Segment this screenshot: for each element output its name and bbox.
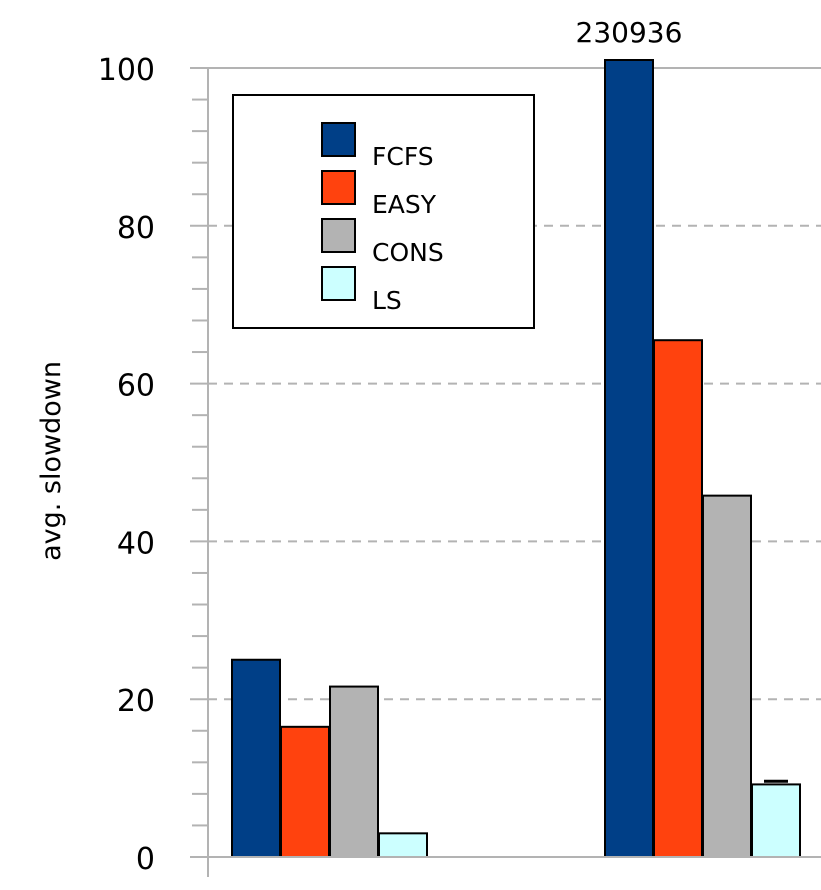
bar-fcfs	[231, 658, 281, 858]
legend-swatch-easy	[321, 170, 356, 205]
legend-label: EASY	[372, 190, 437, 219]
bar-ls	[378, 832, 428, 859]
y-tick-label: 40	[117, 526, 155, 561]
y-tick-label: 100	[98, 53, 155, 88]
bars	[231, 59, 801, 859]
legend-swatch-ls	[321, 266, 356, 301]
legend-box	[232, 94, 535, 329]
legend-swatch-fcfs	[321, 122, 356, 157]
bar-cons	[702, 494, 752, 858]
legend-label: FCFS	[372, 142, 434, 171]
bar-cons	[329, 685, 379, 858]
y-tick-label: 80	[117, 211, 155, 246]
data-labels: 230936	[576, 16, 683, 49]
y-axis-title: avg. slowdown	[36, 361, 67, 561]
legend-swatch-cons	[321, 218, 356, 253]
y-tick-label: 60	[117, 369, 155, 404]
bar-fcfs	[604, 59, 654, 858]
bar-value-label: 230936	[576, 16, 683, 49]
legend-label: LS	[372, 286, 402, 315]
bar-ls	[751, 783, 801, 858]
y-axis: 0 20 40 60 80 100	[98, 53, 821, 877]
legend: FCFS EASY CONS LS	[232, 94, 535, 329]
bar-easy	[653, 339, 703, 858]
legend-label: CONS	[372, 238, 444, 267]
y-tick-label: 20	[117, 684, 155, 719]
y-tick-label: 0	[136, 842, 155, 877]
bar-easy	[280, 725, 330, 858]
